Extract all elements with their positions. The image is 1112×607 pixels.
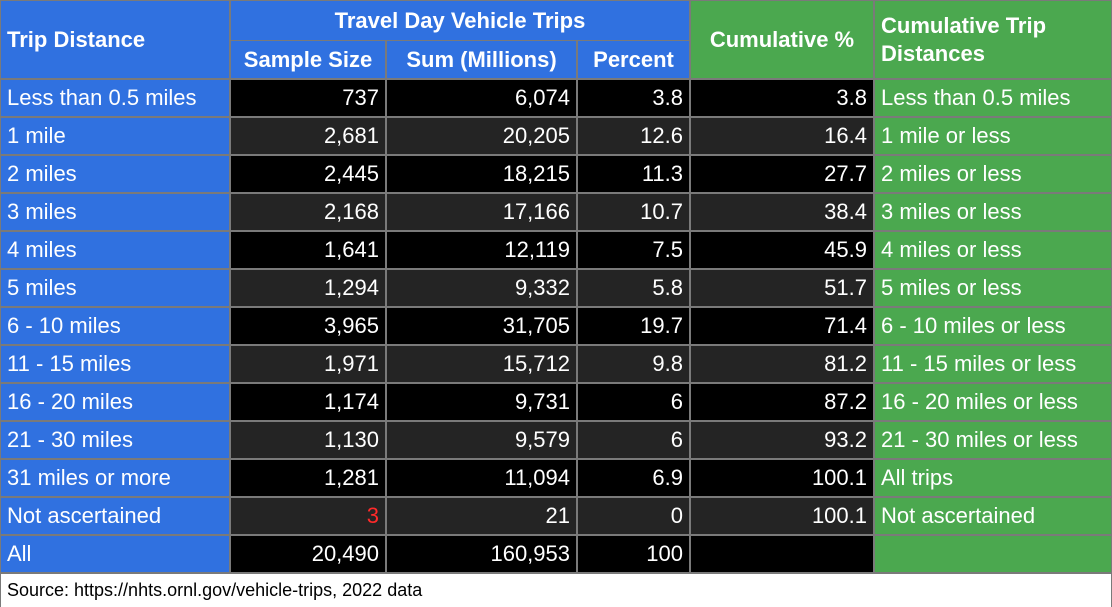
header-group: Travel Day Vehicle Trips [231, 1, 689, 40]
table-cell: 5.8 [578, 270, 689, 306]
table-cell: 100 [578, 536, 689, 572]
table-cell: 3 [231, 498, 385, 534]
source-note: Source: https://nhts.ornl.gov/vehicle-tr… [1, 574, 1111, 607]
header-cell: Sum (Millions) [387, 41, 576, 78]
table-cell: 3.8 [691, 80, 873, 116]
table-cell: 4 miles or less [875, 232, 1111, 268]
table-cell: 2 miles or less [875, 156, 1111, 192]
table-cell: 9,579 [387, 422, 576, 458]
table-cell: 3.8 [578, 80, 689, 116]
table-cell: 7.5 [578, 232, 689, 268]
table-cell: 3 miles or less [875, 194, 1111, 230]
table-cell: 3 miles [1, 194, 229, 230]
header-cell: Percent [578, 41, 689, 78]
table-cell: 16 - 20 miles [1, 384, 229, 420]
table-cell: 21 [387, 498, 576, 534]
table-cell: 0 [578, 498, 689, 534]
table-cell: 45.9 [691, 232, 873, 268]
table-cell: All [1, 536, 229, 572]
table-cell: 19.7 [578, 308, 689, 344]
table-cell: 1,294 [231, 270, 385, 306]
table-cell: 11.3 [578, 156, 689, 192]
table-cell: 10.7 [578, 194, 689, 230]
header-cell: Sample Size [231, 41, 385, 78]
table-cell: 6 - 10 miles [1, 308, 229, 344]
table-cell: 6 [578, 422, 689, 458]
table-cell: 6 [578, 384, 689, 420]
table-cell: 20,205 [387, 118, 576, 154]
table-cell: 51.7 [691, 270, 873, 306]
table-cell: 27.7 [691, 156, 873, 192]
table-cell: 11 - 15 miles or less [875, 346, 1111, 382]
table-cell: 12,119 [387, 232, 576, 268]
table-cell: 1,971 [231, 346, 385, 382]
table-cell: 31,705 [387, 308, 576, 344]
table-cell: 6,074 [387, 80, 576, 116]
empty-cell [691, 536, 873, 572]
table-cell: 1,130 [231, 422, 385, 458]
table-cell: 3,965 [231, 308, 385, 344]
table-cell: 11,094 [387, 460, 576, 496]
table-cell: 1 mile or less [875, 118, 1111, 154]
table-cell: 16 - 20 miles or less [875, 384, 1111, 420]
table-cell: 81.2 [691, 346, 873, 382]
table-cell: 18,215 [387, 156, 576, 192]
table-cell: 9,731 [387, 384, 576, 420]
table-cell: 6.9 [578, 460, 689, 496]
table-cell: 31 miles or more [1, 460, 229, 496]
table-cell: 6 - 10 miles or less [875, 308, 1111, 344]
table-cell: 21 - 30 miles [1, 422, 229, 458]
table-cell: 2 miles [1, 156, 229, 192]
table-cell: 1,281 [231, 460, 385, 496]
table-cell: Less than 0.5 miles [1, 80, 229, 116]
table-cell: 21 - 30 miles or less [875, 422, 1111, 458]
table-cell: 2,168 [231, 194, 385, 230]
table-cell: 93.2 [691, 422, 873, 458]
table-cell: 737 [231, 80, 385, 116]
empty-cell [875, 536, 1111, 572]
table-cell: Less than 0.5 miles [875, 80, 1111, 116]
table-cell: 100.1 [691, 498, 873, 534]
table-cell: 20,490 [231, 536, 385, 572]
header-cell: Cumulative Trip Distances [875, 1, 1111, 78]
table-cell: 38.4 [691, 194, 873, 230]
table-cell: 9,332 [387, 270, 576, 306]
table-cell: 9.8 [578, 346, 689, 382]
table-cell: 71.4 [691, 308, 873, 344]
table-cell: 2,445 [231, 156, 385, 192]
table-cell: 2,681 [231, 118, 385, 154]
table-cell: 4 miles [1, 232, 229, 268]
table-cell: 16.4 [691, 118, 873, 154]
header-cell: Trip Distance [1, 1, 229, 78]
table-cell: Not ascertained [1, 498, 229, 534]
table-cell: 1,174 [231, 384, 385, 420]
table-cell: 87.2 [691, 384, 873, 420]
table-cell: 17,166 [387, 194, 576, 230]
header-cell: Cumulative % [691, 1, 873, 78]
table-cell: 5 miles or less [875, 270, 1111, 306]
table-cell: 5 miles [1, 270, 229, 306]
table-cell: 12.6 [578, 118, 689, 154]
table-cell: 1 mile [1, 118, 229, 154]
table-cell: 100.1 [691, 460, 873, 496]
table-cell: 11 - 15 miles [1, 346, 229, 382]
table-cell: 1,641 [231, 232, 385, 268]
table-cell: 15,712 [387, 346, 576, 382]
table-cell: All trips [875, 460, 1111, 496]
table-cell: Not ascertained [875, 498, 1111, 534]
table-cell: 160,953 [387, 536, 576, 572]
